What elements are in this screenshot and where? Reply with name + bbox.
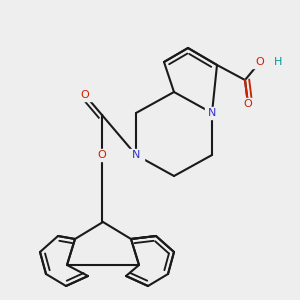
- Bar: [250, 56, 271, 68]
- Text: O: O: [98, 150, 106, 160]
- Bar: [271, 56, 286, 68]
- Text: O: O: [244, 99, 252, 109]
- Text: O: O: [256, 57, 264, 67]
- Bar: [205, 107, 220, 119]
- Bar: [128, 149, 143, 161]
- Text: N: N: [208, 108, 216, 118]
- Bar: [93, 149, 111, 161]
- Text: N: N: [132, 150, 140, 160]
- Bar: [76, 89, 94, 101]
- Text: O: O: [81, 90, 89, 100]
- Text: H: H: [274, 57, 282, 67]
- Bar: [239, 98, 257, 110]
